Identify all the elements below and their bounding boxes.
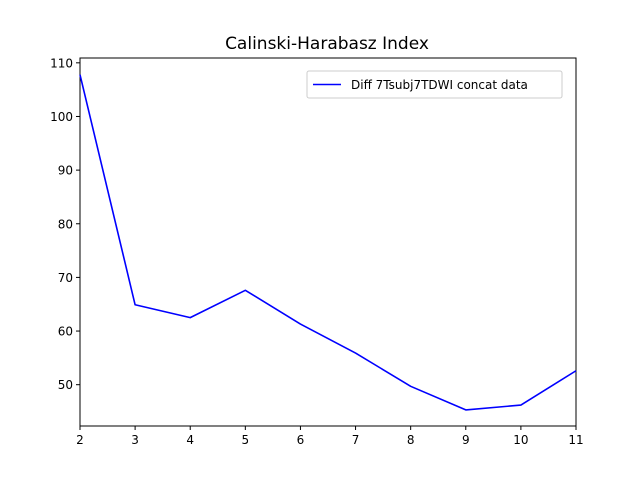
- series-layer: [79, 74, 577, 411]
- x-tick-label: 3: [131, 433, 139, 447]
- x-tick-label: 6: [297, 433, 305, 447]
- legend-box: [306, 70, 563, 99]
- x-tick-label: 4: [186, 433, 194, 447]
- x-tick-label: 11: [568, 433, 583, 447]
- x-tick-label: 2: [76, 433, 84, 447]
- y-tick-label: 110: [50, 56, 73, 70]
- x-tick-label: 8: [407, 433, 415, 447]
- legend: Diff 7Tsubj7TDWI concat data: [306, 70, 563, 99]
- x-axis: 2 3 4 5 6 7 8 9 10 11: [76, 426, 584, 447]
- y-axis: 50 60 70 80 90 100 110: [50, 56, 80, 392]
- x-tick-label: 10: [513, 433, 528, 447]
- y-tick-label: 80: [58, 217, 73, 231]
- series-line-0: [79, 74, 577, 411]
- y-tick-label: 60: [58, 325, 73, 339]
- y-tick-label: 100: [50, 110, 73, 124]
- x-tick-label: 7: [352, 433, 360, 447]
- y-tick-label: 50: [58, 378, 73, 392]
- axes-frame: [79, 57, 577, 427]
- y-tick-label: 70: [58, 271, 73, 285]
- y-tick-label: 90: [58, 164, 73, 178]
- plot-area: [79, 57, 577, 427]
- legend-label: Diff 7Tsubj7TDWI concat data: [351, 78, 528, 92]
- x-tick-label: 9: [462, 433, 470, 447]
- x-tick-label: 5: [242, 433, 250, 447]
- chart-title: Calinski-Harabasz Index: [225, 34, 429, 54]
